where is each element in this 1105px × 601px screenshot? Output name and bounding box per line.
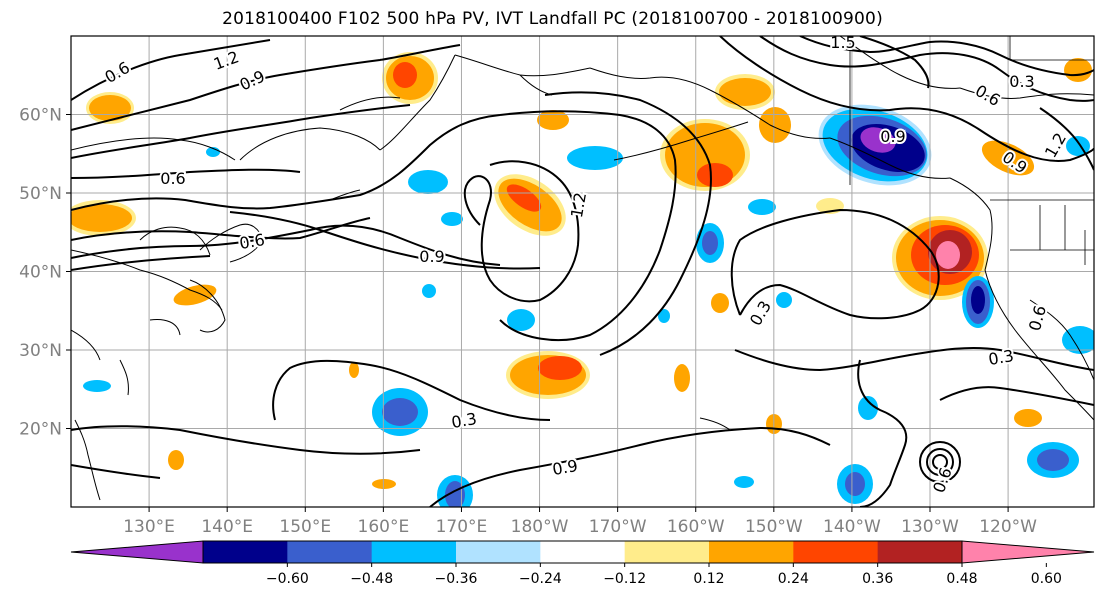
colorbar-tick-label: −0.24: [519, 571, 562, 587]
contour-label-text: 0.9: [880, 127, 905, 146]
lon-tick-label: 140°W: [823, 517, 881, 537]
map-title: 2018100400 F102 500 hPa PV, IVT Landfall…: [222, 9, 883, 29]
colorbar-swatch: [203, 541, 288, 563]
lat-tick-label: 40°N: [19, 263, 62, 283]
colorbar-tick-label: −0.12: [603, 571, 646, 587]
lon-tick-label: 170°W: [589, 517, 647, 537]
colorbar-swatch: [877, 541, 963, 563]
lat-tick-label: 60°N: [19, 106, 62, 126]
colorbar-tick-label: −0.60: [266, 571, 309, 587]
lat-tick-label: 20°N: [19, 420, 62, 440]
lon-tick-label: 130°W: [901, 517, 959, 537]
contour-label-text: 0.6: [160, 169, 185, 188]
contour-label: 0.9: [417, 245, 446, 268]
pv-shading: [71, 52, 1094, 507]
pv-contours: [71, 36, 1094, 507]
colorbar-swatch: [456, 541, 541, 563]
contour-label-text: 0.3: [450, 409, 478, 432]
lon-tick-label: 170°E: [436, 517, 488, 537]
colorbar-outline: [202, 540, 963, 564]
positive-anomaly-regions: [71, 52, 1092, 489]
colorbar-tick-label: −0.48: [350, 571, 393, 587]
colorbar-tick-label: 0.60: [1031, 571, 1062, 587]
lon-tick-label: 140°E: [201, 517, 253, 537]
contour-label: 0.3: [448, 407, 480, 434]
colorbar-tick-label: 0.24: [778, 571, 809, 587]
colorbar-extend-high: [961, 540, 1095, 564]
map-panel: 0.6 1.20.91.50.30.60.60.91.20.60.91.20.3 0…: [71, 33, 1094, 507]
contour-label: 1.5: [828, 33, 857, 54]
colorbar-tick-label: 0.36: [862, 571, 893, 587]
contour-label-text: 0.9: [419, 247, 444, 266]
graticule: [71, 36, 1094, 507]
contour-label: 0.9: [878, 125, 907, 148]
lon-tick-label: 150°E: [279, 517, 331, 537]
colorbar-tick-label: 0.12: [693, 571, 724, 587]
colorbar-swatch: [624, 541, 710, 563]
contour-label: 0.3: [1007, 70, 1036, 93]
colorbar-swatch: [371, 541, 457, 563]
contour-label-text: 0.3: [1009, 72, 1034, 91]
contour-label: 0.6: [158, 167, 187, 190]
lat-tick-label: 50°N: [19, 184, 62, 204]
colorbar-tick-label: −0.36: [435, 571, 478, 587]
lon-tick-label: 120°W: [979, 517, 1037, 537]
colorbar-swatch: [540, 541, 626, 563]
colorbar: [70, 540, 1095, 564]
lon-tick-label: 160°E: [358, 517, 410, 537]
longitude-axis: 130°E 140°E 150°E 160°E 170°E 180°W 170°W 160°W…: [123, 507, 1037, 537]
colorbar-swatch: [793, 541, 879, 563]
contour-label-text: 1.5: [830, 33, 855, 52]
negative-anomaly-regions: [83, 104, 1094, 507]
lon-tick-label: 150°W: [745, 517, 803, 537]
colorbar-labels: −0.60 −0.48 −0.36 −0.24 −0.12 0.12 0.24 0.36 0.4…: [266, 563, 1062, 587]
colorbar-swatch: [287, 541, 373, 563]
latitude-axis: 60°N 50°N 40°N 30°N 20°N: [19, 106, 71, 440]
colorbar-tick-label: 0.48: [946, 571, 977, 587]
lat-tick-label: 30°N: [19, 341, 62, 361]
colorbar-swatch: [709, 541, 794, 563]
lon-tick-label: 180°W: [511, 517, 569, 537]
lon-tick-label: 130°E: [123, 517, 175, 537]
lon-tick-label: 160°W: [667, 517, 725, 537]
colorbar-extend-low: [70, 540, 204, 564]
